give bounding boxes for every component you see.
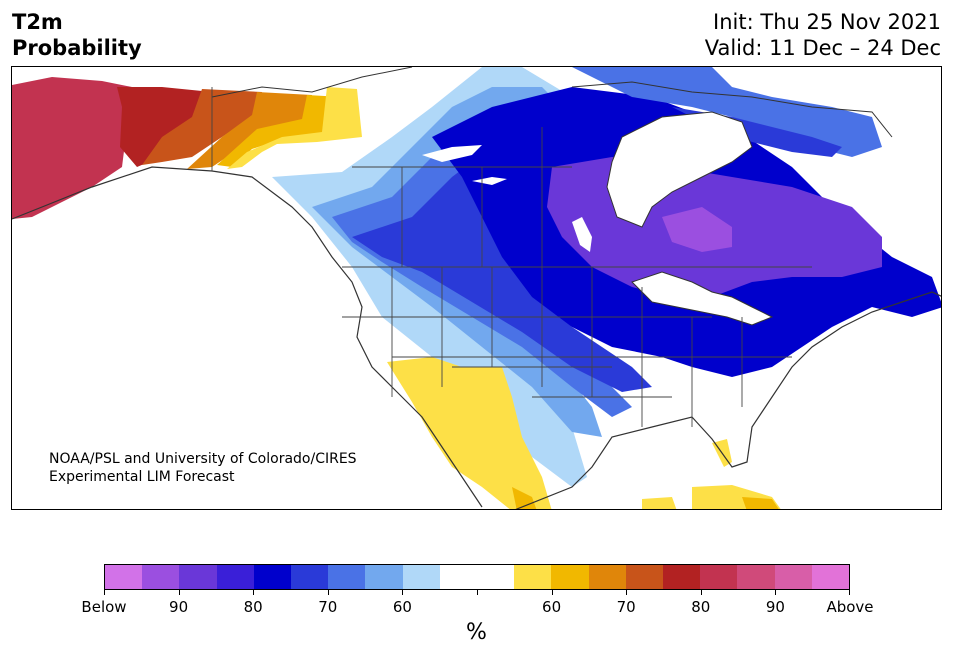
coastline-north	[211, 67, 893, 138]
political-borders	[211, 87, 812, 427]
colorbar-tick	[775, 590, 777, 595]
colorbar-tick-label: 90	[765, 598, 785, 616]
colorbar-tick	[253, 590, 255, 595]
forecast-dates: Init: Thu 25 Nov 2021 Valid: 11 Dec – 24…	[705, 9, 941, 61]
colorbar-tick	[849, 590, 850, 595]
lake-winnipeg	[572, 217, 592, 252]
labrador-sea	[882, 147, 941, 266]
colorbar-cell	[663, 565, 701, 589]
colorbar-cell	[737, 565, 775, 589]
region-bahamas-above-40	[642, 497, 677, 509]
valid-range: Valid: 11 Dec – 24 Dec	[704, 36, 941, 60]
colorbar-cell	[365, 565, 403, 589]
region-cuba-above-50	[742, 497, 779, 509]
region-alaska-above-80	[117, 87, 212, 167]
title-line-1: T2m	[12, 10, 63, 34]
colorbar-tick	[327, 590, 329, 595]
colorbar-cell	[477, 565, 515, 589]
coastline-west	[12, 166, 483, 508]
init-date: Init: Thu 25 Nov 2021	[713, 10, 941, 34]
map-svg	[12, 67, 941, 509]
colorbar-cell	[291, 565, 329, 589]
region-yukon-above-60	[187, 92, 312, 169]
colorbar-tick	[700, 590, 702, 595]
region-east-below-90	[662, 207, 732, 252]
colorbar-cell	[328, 565, 366, 589]
colorbar-tick-label: 80	[691, 598, 711, 616]
colorbar-cell	[551, 565, 589, 589]
colorbar-cell	[811, 565, 850, 589]
colorbar-tick-label: 70	[318, 598, 338, 616]
colorbar-tick-label: 80	[243, 598, 263, 616]
credit-text: NOAA/PSL and University of Colorado/CIRE…	[49, 450, 357, 486]
great-lakes	[631, 271, 774, 326]
colorbar-cell	[774, 565, 812, 589]
hudson-bay	[606, 111, 753, 228]
colorbar	[104, 564, 850, 590]
probability-map	[11, 66, 942, 510]
credit-line-1: NOAA/PSL and University of Colorado/CIRE…	[49, 451, 357, 467]
colorbar-tick-label: Below	[81, 598, 127, 616]
lake-athabasca	[472, 177, 507, 185]
region-west-below-60	[352, 137, 652, 392]
region-alaska-above-90	[12, 77, 132, 219]
colorbar-cell	[105, 565, 143, 589]
colorbar-tick	[178, 590, 180, 595]
colorbar-unit: %	[466, 620, 487, 645]
colorbar-cell	[439, 565, 478, 589]
colorbar-cell	[216, 565, 254, 589]
colorbar-ticks	[104, 590, 850, 598]
colorbar-cell	[625, 565, 664, 589]
region-yukon-above-50	[217, 95, 352, 167]
colorbar-tick-label: 60	[542, 598, 562, 616]
colorbar-cell	[700, 565, 738, 589]
colorbar-tick-label: 70	[616, 598, 636, 616]
colorbar-tick	[477, 590, 478, 595]
colorbar-cell	[514, 565, 552, 589]
region-yukon-above-40	[227, 87, 362, 169]
colorbar-tick-labels: Below 90 80 70 60 60 70 80 90 Above	[81, 598, 873, 618]
region-arctic-below-50	[572, 67, 882, 157]
colorbar-cell	[402, 565, 440, 589]
credit-line-2: Experimental LIM Forecast	[49, 469, 235, 485]
colorbar-tick	[402, 590, 404, 595]
colorbar-cell	[142, 565, 180, 589]
colorbar-cell	[179, 565, 217, 589]
colorbar-cell	[588, 565, 626, 589]
colorbar-tick-label: Above	[826, 598, 874, 616]
colorbar-tick-label: 90	[169, 598, 189, 616]
great-slave-lake	[422, 145, 482, 162]
title-line-2: Probability	[12, 36, 142, 60]
colorbar-tick	[551, 590, 553, 595]
colorbar-tick	[104, 590, 105, 595]
map-title: T2m Probability	[12, 9, 142, 61]
colorbar-tick-label: 60	[392, 598, 412, 616]
coastline-gulf	[515, 291, 941, 509]
colorbar-cell	[253, 565, 292, 589]
region-southwest-above-40	[387, 357, 552, 509]
region-yukon-above-70	[142, 89, 262, 165]
colorbar-tick	[626, 590, 628, 595]
